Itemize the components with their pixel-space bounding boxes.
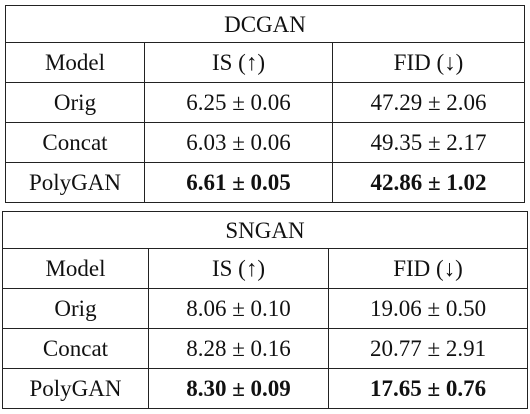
header-is: IS (↑) xyxy=(144,42,333,83)
is-cell: 8.06 ± 0.10 xyxy=(148,288,329,329)
header-model: Model xyxy=(2,248,149,289)
table-row: Concat 8.28 ± 0.16 20.77 ± 2.91 xyxy=(2,328,529,369)
fid-cell: 19.06 ± 0.50 xyxy=(327,288,529,329)
table-row: Orig 8.06 ± 0.10 19.06 ± 0.50 xyxy=(2,288,529,329)
table-header-row: Model IS (↑) FID (↓) xyxy=(2,248,529,289)
header-model: Model xyxy=(5,42,145,83)
table-title: DCGAN xyxy=(5,5,525,43)
table-row: Concat 6.03 ± 0.06 49.35 ± 2.17 xyxy=(5,122,525,163)
header-is: IS (↑) xyxy=(148,248,329,289)
table-header-row: Model IS (↑) FID (↓) xyxy=(5,42,525,83)
model-cell: Orig xyxy=(2,288,149,329)
is-cell-best: 6.61 ± 0.05 xyxy=(144,162,333,203)
header-fid: FID (↓) xyxy=(327,248,529,289)
sngan-results-table: SNGAN Model IS (↑) FID (↓) Orig 8.06 ± 0… xyxy=(1,211,529,409)
model-cell: Concat xyxy=(2,328,149,369)
is-cell: 6.25 ± 0.06 xyxy=(144,82,333,123)
header-fid: FID (↓) xyxy=(332,42,525,83)
dcgan-results-table: DCGAN Model IS (↑) FID (↓) Orig 6.25 ± 0… xyxy=(5,5,525,203)
is-cell: 8.28 ± 0.16 xyxy=(148,328,329,369)
fid-cell: 47.29 ± 2.06 xyxy=(332,82,525,123)
model-cell: Orig xyxy=(5,82,145,123)
table-row: PolyGAN 6.61 ± 0.05 42.86 ± 1.02 xyxy=(5,162,525,203)
fid-cell: 20.77 ± 2.91 xyxy=(327,328,529,369)
table-title-row: DCGAN xyxy=(5,5,525,43)
table-row: Orig 6.25 ± 0.06 47.29 ± 2.06 xyxy=(5,82,525,123)
model-cell: PolyGAN xyxy=(2,368,149,409)
table-title: SNGAN xyxy=(1,211,529,249)
model-cell: PolyGAN xyxy=(5,162,145,203)
table-row: PolyGAN 8.30 ± 0.09 17.65 ± 0.76 xyxy=(2,368,529,409)
fid-cell-best: 42.86 ± 1.02 xyxy=(332,162,525,203)
model-cell: Concat xyxy=(5,122,145,163)
is-cell-best: 8.30 ± 0.09 xyxy=(148,368,329,409)
table-title-row: SNGAN xyxy=(1,211,529,249)
fid-cell-best: 17.65 ± 0.76 xyxy=(327,368,529,409)
is-cell: 6.03 ± 0.06 xyxy=(144,122,333,163)
fid-cell: 49.35 ± 2.17 xyxy=(332,122,525,163)
